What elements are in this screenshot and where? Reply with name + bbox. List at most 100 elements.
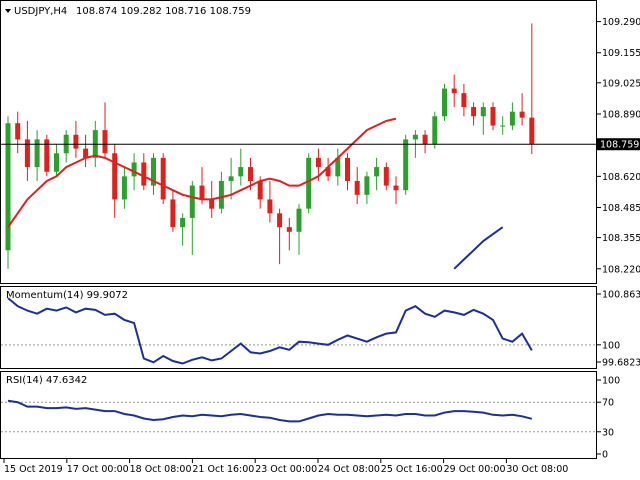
candle-body (306, 157, 312, 209)
candle (112, 144, 118, 218)
sma-fast-line (7, 117, 397, 228)
candle (218, 171, 224, 214)
candle (83, 134, 89, 168)
candle (374, 157, 380, 191)
candle (102, 102, 108, 158)
momentum-panel-frame (0, 286, 597, 369)
candle (364, 171, 370, 205)
price-tick-label: 109.290 (602, 17, 640, 28)
candle (451, 74, 457, 108)
candle (480, 102, 486, 135)
x-tick-label: 29 Oct 00:00 (444, 464, 506, 475)
symbol-label: USDJPY,H4 (14, 6, 67, 17)
candle-body (238, 167, 244, 177)
candle (189, 180, 195, 255)
rsi-tick-label: 30 (602, 427, 614, 438)
candle-body (199, 185, 205, 200)
candle-body (121, 176, 127, 200)
candle-body (412, 134, 418, 140)
candle (500, 116, 506, 135)
candle (383, 162, 389, 191)
candle-body (325, 167, 331, 177)
candle (335, 148, 341, 186)
candle-body (267, 199, 273, 214)
candle (228, 157, 234, 200)
candle-body (345, 157, 350, 181)
candle (151, 153, 156, 195)
candle-body (15, 123, 21, 140)
candle-body (112, 153, 118, 200)
candle-body (131, 162, 137, 177)
candle-body (228, 176, 234, 181)
sma-slow-line (453, 226, 504, 270)
candle (180, 213, 186, 246)
candle (509, 102, 515, 131)
price-panel-frame (0, 0, 597, 284)
price-tick-label: 108.355 (602, 233, 640, 244)
candle-body (189, 185, 195, 218)
candle-body (403, 139, 409, 191)
candle-body (432, 116, 438, 144)
last-price-label: 108.759 (600, 140, 639, 151)
momentum-tick-label: 100 (602, 340, 620, 351)
candle (15, 111, 21, 154)
candle (325, 157, 331, 181)
header: USDJPY,H4 108.874 109.282 108.716 108.75… (5, 6, 251, 17)
candle (34, 130, 40, 181)
candle-body (296, 208, 302, 232)
candle-body (286, 227, 292, 232)
candle-body (180, 217, 186, 228)
candle-body (257, 180, 263, 200)
candle (296, 204, 302, 255)
candle-body (73, 134, 79, 149)
candle (286, 217, 292, 251)
candle (529, 23, 535, 155)
momentum-tick-label: 99.6823 (602, 358, 640, 369)
candle (422, 130, 428, 154)
candle (277, 208, 283, 265)
rsi-line (7, 399, 533, 423)
candle (490, 102, 496, 131)
candle-body (471, 107, 477, 117)
candle-body (519, 111, 525, 118)
candle-body (461, 93, 467, 108)
ohlc-label: 108.874 109.282 108.716 108.759 (76, 6, 251, 17)
price-panel: 109.290109.155109.025108.890108.755108.6… (1, 17, 640, 275)
candle-body (151, 157, 156, 186)
candle (199, 167, 205, 205)
price-tick-label: 109.155 (602, 48, 640, 59)
candle-body (442, 88, 447, 117)
candle (306, 153, 312, 214)
price-tick-label: 108.220 (602, 264, 640, 275)
candle-body (315, 157, 321, 168)
candle (170, 190, 176, 232)
candle-body (509, 111, 515, 126)
candle (403, 134, 409, 195)
candle-body (209, 199, 215, 209)
candle (24, 120, 30, 181)
candle-body (54, 153, 59, 172)
candle (44, 134, 50, 177)
candle (5, 116, 11, 269)
candle (141, 153, 147, 191)
candle-body (383, 167, 389, 186)
candle-body (160, 157, 166, 200)
price-tick-label: 108.485 (602, 203, 640, 214)
candle-body (364, 176, 370, 195)
candle (63, 130, 69, 163)
dropdown-triangle-icon[interactable] (5, 9, 11, 13)
candle (345, 153, 350, 191)
candle-body (44, 139, 50, 172)
candle (121, 167, 127, 209)
candle (461, 83, 467, 117)
rsi-panel-frame (0, 371, 597, 459)
candle (267, 180, 273, 223)
rsi-tick-label: 100 (602, 376, 620, 387)
momentum-title: Momentum(14) 99.9072 (6, 290, 128, 301)
last-price-box (597, 138, 640, 151)
rsi-tick-label: 70 (602, 398, 614, 409)
candle-body (500, 125, 506, 127)
candle-body (277, 213, 283, 228)
candle-body (83, 148, 89, 158)
rsi-title: RSI(14) 47.6342 (6, 375, 87, 386)
